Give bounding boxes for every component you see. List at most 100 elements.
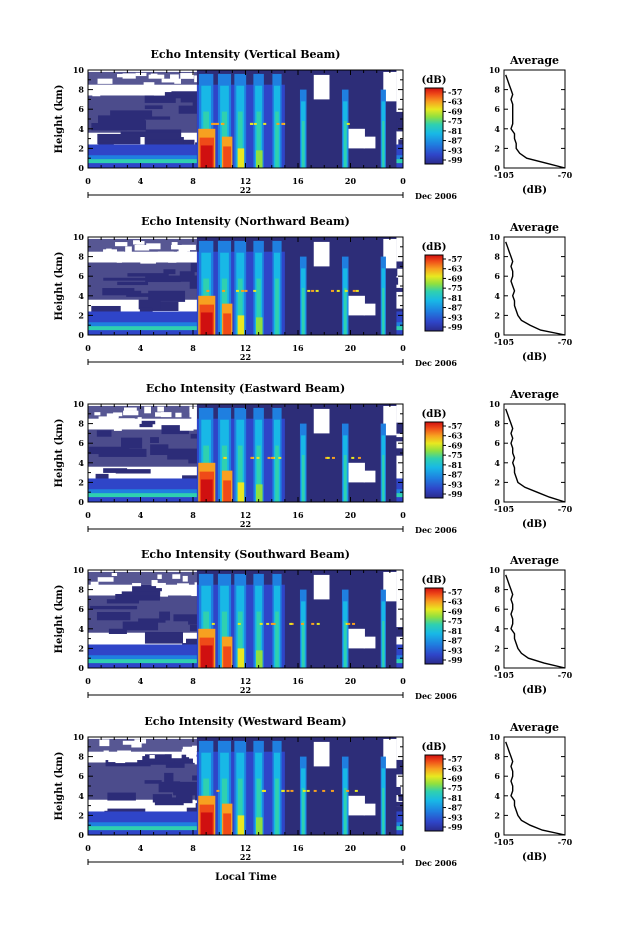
echo-gap <box>176 252 188 258</box>
y-tick-label: 4 <box>78 458 84 468</box>
echo-gap <box>151 580 158 587</box>
x-tick-label: 16 <box>292 343 304 353</box>
echo-cell <box>103 468 128 473</box>
plume-core <box>343 454 347 502</box>
echo-gap <box>171 244 185 250</box>
average-x-tick-label: -105 <box>494 504 514 514</box>
colorbar-tick-label: -57 <box>448 421 462 431</box>
colorbar <box>424 587 444 665</box>
x-tick-label: 12 <box>240 843 251 853</box>
bright-band <box>281 122 285 125</box>
echo-gap <box>171 242 178 249</box>
average-x-tick-label: -105 <box>494 337 514 347</box>
echo-gap <box>135 753 141 760</box>
echo-gap <box>165 586 181 592</box>
average-y-tick-label: 10 <box>489 399 501 409</box>
echo-gap <box>152 424 160 429</box>
heatmap <box>88 237 403 335</box>
echo-gap <box>160 591 168 597</box>
echo-gap <box>125 246 132 253</box>
colorbar-tick-label: -63 <box>448 264 463 274</box>
echo-gap <box>178 246 191 252</box>
colorbar-unit: (dB) <box>422 575 447 586</box>
colorbar-tick-label: -99 <box>448 822 463 832</box>
y-tick-label: 2 <box>78 143 84 153</box>
bright-band <box>270 622 274 625</box>
x-tick-label: 20 <box>345 510 357 520</box>
x-tick-label: 8 <box>190 676 196 686</box>
echo-gap <box>347 628 365 649</box>
echo-gap <box>171 752 182 759</box>
echo-gap <box>161 78 178 83</box>
x-tick-label: 0 <box>400 676 406 686</box>
colorbar-tick-label: -99 <box>448 155 463 165</box>
y-tick-label: 10 <box>73 65 85 75</box>
y-axis-label: Height (km) <box>54 252 65 321</box>
x-tick-label: 8 <box>190 843 196 853</box>
colorbar-tick-label: -81 <box>448 793 462 803</box>
bright-band <box>237 622 241 625</box>
rain-core <box>256 650 263 668</box>
echo-gap <box>383 238 397 269</box>
colorbar-tick-label: -57 <box>448 754 462 764</box>
y-tick-label: 8 <box>78 419 84 429</box>
rain-core <box>200 312 213 335</box>
x-tick-label: 4 <box>138 676 144 686</box>
average-x-tick-label: -105 <box>494 670 514 680</box>
average-x-tick-label: -105 <box>494 837 514 847</box>
rain-core <box>200 645 213 668</box>
plume-core <box>382 787 385 835</box>
bright-band <box>211 122 215 125</box>
y-tick-label: 0 <box>78 497 84 507</box>
bright-band <box>355 289 359 292</box>
rain-core <box>200 812 213 835</box>
average-y-tick-label: 2 <box>494 810 500 820</box>
echo-gap <box>313 741 330 767</box>
plume-core <box>237 278 243 335</box>
colorbar-tick-label: -57 <box>448 87 462 97</box>
echo-gap <box>108 422 119 429</box>
bright-band <box>263 122 267 125</box>
echo-gap <box>156 257 172 261</box>
x-tick-label: 4 <box>138 176 144 186</box>
average-title: Average <box>509 388 559 401</box>
echo-cell <box>139 307 153 315</box>
average-y-tick-label: 10 <box>489 565 501 575</box>
y-tick-label: 8 <box>78 752 84 762</box>
y-tick-label: 8 <box>78 585 84 595</box>
plume-core <box>275 778 279 835</box>
echo-gap <box>157 574 162 579</box>
day-label: 22 <box>240 519 251 529</box>
average-y-tick-label: 8 <box>494 419 500 429</box>
echo-gap <box>111 87 116 92</box>
day-label: 22 <box>240 685 251 695</box>
bright-band <box>250 456 254 459</box>
bright-band <box>289 622 293 625</box>
echo-cell <box>389 121 403 131</box>
x-tick-label: 0 <box>400 510 406 520</box>
echo-gap <box>173 590 185 595</box>
panel-1: Echo Intensity (Vertical Beam) 0 2 4 6 8 10 Hei… <box>54 48 573 201</box>
bright-band <box>278 456 282 459</box>
average-y-tick-label: 4 <box>494 124 500 134</box>
average-y-tick-label: 2 <box>494 310 500 320</box>
x-tick-label: 4 <box>138 343 144 353</box>
echo-gap <box>313 574 330 600</box>
x-tick-label: 8 <box>190 510 196 520</box>
plume-core <box>343 620 347 668</box>
average-frame <box>503 569 566 669</box>
day-label: 22 <box>240 852 251 862</box>
bright-band <box>326 456 330 459</box>
colorbar-unit: (dB) <box>422 409 447 420</box>
plume-core <box>382 120 385 168</box>
bright-band <box>300 622 304 625</box>
y-axis-label: Height (km) <box>54 85 65 154</box>
x-tick-label: 12 <box>240 343 251 353</box>
x-tick-label: 0 <box>85 510 91 520</box>
average-profile-line <box>505 241 566 336</box>
bright-band <box>330 789 334 792</box>
average-y-tick-label: 8 <box>494 585 500 595</box>
date-label: Dec 2006 <box>415 191 457 201</box>
plume-core <box>343 287 347 335</box>
